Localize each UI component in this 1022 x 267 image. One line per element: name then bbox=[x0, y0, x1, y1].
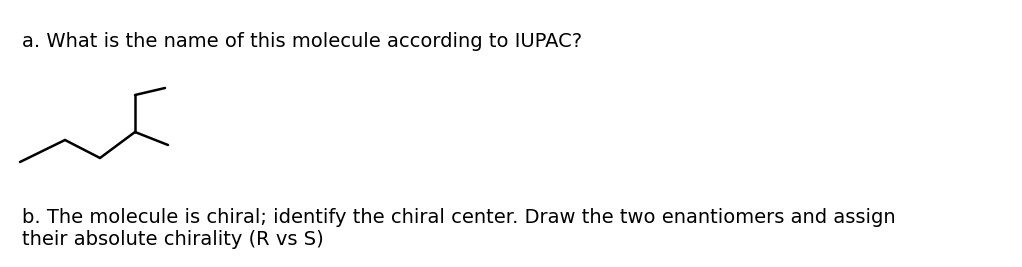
Text: a. What is the name of this molecule according to IUPAC?: a. What is the name of this molecule acc… bbox=[22, 32, 583, 51]
Text: b. The molecule is chiral; identify the chiral center. Draw the two enantiomers : b. The molecule is chiral; identify the … bbox=[22, 208, 896, 249]
